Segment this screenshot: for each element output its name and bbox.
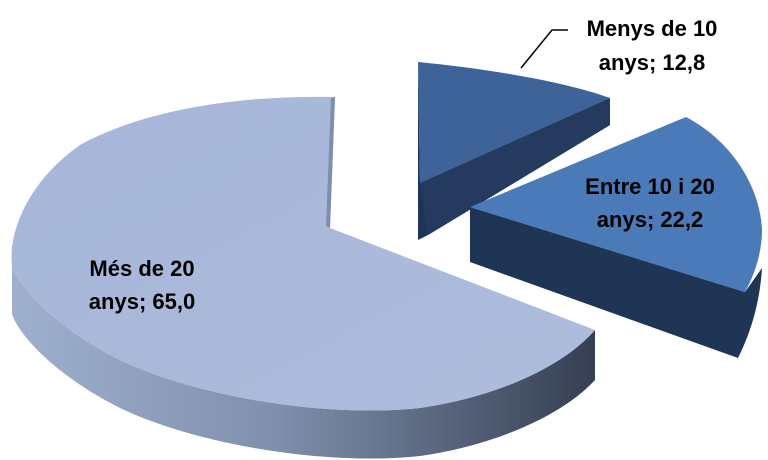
label-menys-de-10-line2: anys; 12,8 <box>599 50 705 75</box>
slice-entre-10-i-20-side <box>470 207 762 358</box>
slice-menys-de-10 <box>418 62 610 240</box>
leader-line-menys-de-10 <box>520 29 568 69</box>
slice-mes-de-20 <box>11 96 595 459</box>
slice-mes-de-20-side <box>12 266 595 459</box>
label-mes-de-20-line1: Més de 20 <box>89 256 194 281</box>
slice-entre-10-i-20-top <box>470 117 762 292</box>
label-entre-10-i-20-line1: Entre 10 i 20 <box>585 174 715 199</box>
label-mes-de-20-line2: anys; 65,0 <box>89 289 195 314</box>
slice-entre-10-i-20 <box>470 117 762 358</box>
slice-mes-de-20-top <box>11 96 595 411</box>
label-menys-de-10-line1: Menys de 10 <box>587 16 718 41</box>
label-entre-10-i-20-line2: anys; 22,2 <box>597 207 703 232</box>
slice-menys-de-10-side-dark <box>420 98 610 235</box>
slice-menys-de-10-top <box>418 62 610 183</box>
slice-mes-de-20-inner-edge <box>326 97 335 228</box>
